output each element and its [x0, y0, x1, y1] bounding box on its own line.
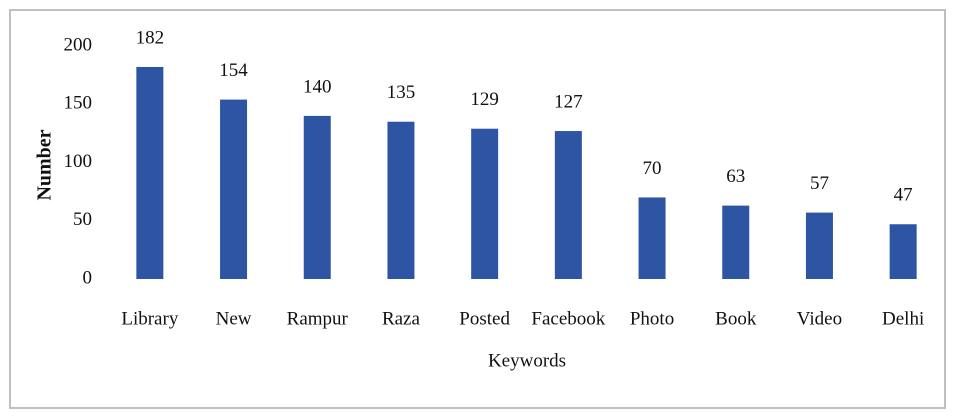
x-tick-label: Book [715, 308, 757, 329]
data-label: 70 [643, 158, 662, 179]
y-tick-label: 100 [64, 151, 93, 172]
data-label: 129 [470, 89, 499, 110]
x-tick-label: Rampur [287, 308, 349, 329]
y-tick-label: 150 [64, 93, 93, 114]
data-label: 182 [136, 27, 165, 48]
data-label: 57 [810, 173, 829, 194]
bar [303, 115, 331, 280]
x-tick-label: Photo [630, 308, 674, 329]
bar [471, 128, 499, 279]
y-tick-label: 50 [73, 209, 92, 230]
bar [638, 197, 666, 279]
bar [136, 66, 164, 279]
y-axis-label: Number [34, 129, 56, 200]
data-label: 63 [726, 166, 745, 187]
data-label: 140 [303, 76, 332, 97]
x-axis-label: Keywords [488, 350, 566, 371]
bar [722, 205, 750, 279]
x-tick-label: Posted [459, 308, 510, 329]
data-label: 127 [554, 91, 583, 112]
y-tick-label: 200 [64, 34, 93, 55]
x-tick-label: Raza [382, 308, 421, 329]
bar [220, 99, 248, 279]
x-tick-label: Library [121, 308, 178, 329]
x-tick-label: New [216, 308, 252, 329]
bar [805, 212, 833, 279]
x-tick-label: Delhi [882, 308, 924, 329]
bar [889, 224, 917, 279]
y-tick-label: 0 [83, 267, 93, 288]
bar [554, 131, 582, 279]
x-tick-label: Video [797, 308, 842, 329]
data-label: 47 [894, 185, 913, 206]
x-tick-label: Facebook [531, 308, 605, 329]
data-label: 154 [219, 60, 248, 81]
data-label: 135 [387, 82, 416, 103]
bar [387, 121, 415, 279]
